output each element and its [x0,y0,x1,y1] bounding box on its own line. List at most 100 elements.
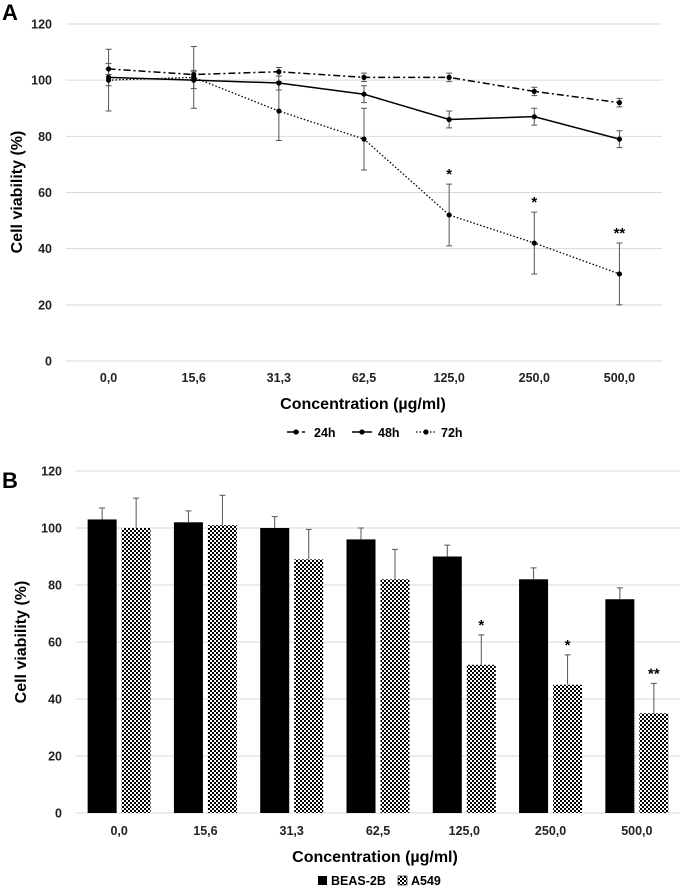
panel-a-x-tick-labels: 0,0 15,6 31,3 62,5 125,0 250,0 500,0 [100,371,635,385]
point-24h-125,0 [446,74,452,80]
point-24h-62,5 [361,74,367,80]
panel-a-y-tick-labels: 0 20 40 60 80 100 120 [31,18,52,369]
panel-a-x-axis-title: Concentration (µg/ml) [280,396,446,413]
point-24h-250,0 [531,88,537,94]
bar-A549-62,5 [380,579,410,813]
panel-b-legend: BEAS-2B A549 [318,874,441,888]
bar-BEAS-2B-31,3 [260,528,290,813]
significance-125,0: * [446,166,452,183]
legend-24h-marker [293,429,299,435]
series-line-72h [108,76,620,275]
legend-48h-marker [359,429,365,435]
y-tick-20: 20 [38,298,52,312]
panel-b-y-tick-labels: 0 20 40 60 80 100 120 [41,465,62,821]
error-bar-A549-31,3 [305,528,312,560]
panel-b-x-tick-labels: 0,0 15,6 31,3 62,5 125,0 250,0 500,0 [110,824,652,838]
panel-b-letter: B [2,468,18,493]
x-tick-125,0: 125,0 [449,824,480,838]
y-tick-20: 20 [48,750,62,764]
significance-500,0: ** [648,665,660,682]
x-tick-125,0: 125,0 [434,371,465,385]
legend-72h-label: 72h [441,426,463,440]
legend-24h-label: 24h [314,426,336,440]
error-bar-BEAS-2B-15,6 [185,510,192,523]
y-tick-80: 80 [48,579,62,593]
error-bar-A549-15,6 [219,494,226,526]
y-tick-0: 0 [55,807,62,821]
bar-BEAS-2B-0,0 [87,519,117,813]
significance-250,0: * [565,637,571,654]
panel-a: A 0 20 40 60 80 100 120 0,0 15,6 31,3 62,5 125,0 25… [2,0,662,440]
legend-a549-label: A549 [411,874,441,888]
panel-a-series-lines [105,66,623,277]
x-tick-15,6: 15,6 [182,371,206,385]
error-bar-A549-250,0 [564,654,571,685]
y-tick-80: 80 [38,130,52,144]
bar-A549-0,0 [121,528,151,813]
bar-BEAS-2B-250,0 [519,579,549,813]
panel-b-x-axis-title: Concentration (µg/ml) [292,849,458,866]
error-bar-BEAS-2B-125,0 [444,544,451,557]
point-48h-125,0 [446,116,452,123]
point-24h-0,0 [105,66,112,72]
error-bar-A549-125,0 [478,634,485,665]
x-tick-62,5: 62,5 [352,371,376,385]
y-tick-100: 100 [31,74,52,88]
significance-500,0: ** [614,225,626,242]
y-tick-100: 100 [41,522,62,536]
point-48h-62,5 [361,91,367,97]
bar-A549-31,3 [294,559,324,813]
error-bar-BEAS-2B-500,0 [616,587,623,600]
x-tick-31,3: 31,3 [280,824,304,838]
point-72h-500,0 [616,271,623,277]
point-72h-15,6 [191,74,197,80]
y-tick-40: 40 [38,242,52,256]
legend-72h-marker [423,429,429,435]
x-tick-0,0: 0,0 [100,371,117,385]
x-tick-15,6: 15,6 [193,824,217,838]
point-48h-500,0 [616,136,623,142]
panel-b-bars [87,519,669,813]
point-72h-62,5 [361,136,367,142]
point-48h-250,0 [531,114,537,120]
y-tick-60: 60 [48,636,62,650]
error-bar-BEAS-2B-250,0 [530,567,537,580]
error-bar-A549-0,0 [133,497,140,528]
bar-A549-125,0 [466,664,496,813]
panel-b: B 0 20 40 60 80 100 120 0,0 15,6 31,3 62,5 125,0 25… [2,465,680,888]
x-tick-250,0: 250,0 [519,371,550,385]
significance-125,0: * [478,617,484,634]
panel-b-significance: **** [478,617,659,682]
x-tick-62,5: 62,5 [366,824,390,838]
legend-48h-label: 48h [378,426,400,440]
x-tick-0,0: 0,0 [110,824,127,838]
error-bar-BEAS-2B-31,3 [271,516,278,528]
bar-BEAS-2B-62,5 [346,539,376,813]
y-tick-60: 60 [38,186,52,200]
y-tick-120: 120 [31,18,52,32]
x-tick-500,0: 500,0 [604,371,635,385]
point-72h-0,0 [105,77,112,83]
point-72h-250,0 [531,240,537,246]
bar-BEAS-2B-500,0 [605,599,635,813]
y-tick-0: 0 [45,355,52,369]
y-tick-40: 40 [48,693,62,707]
x-tick-31,3: 31,3 [267,371,291,385]
panel-a-letter: A [2,0,18,25]
x-tick-250,0: 250,0 [535,824,566,838]
bar-A549-250,0 [553,684,583,813]
bar-A549-15,6 [207,525,237,813]
panel-b-y-axis-title: Cell viability (%) [13,581,30,704]
significance-250,0: * [531,194,537,211]
legend-a549-swatch [397,875,408,886]
point-24h-31,3 [276,69,282,75]
panel-b-error-bars [99,494,657,714]
x-tick-500,0: 500,0 [621,824,652,838]
legend-beas2b-swatch [318,876,327,885]
panel-a-y-axis-title: Cell viability (%) [9,131,26,254]
panel-a-significance: **** [446,166,625,242]
legend-beas2b-label: BEAS-2B [331,874,386,888]
point-72h-125,0 [446,212,452,218]
point-48h-31,3 [276,80,282,86]
